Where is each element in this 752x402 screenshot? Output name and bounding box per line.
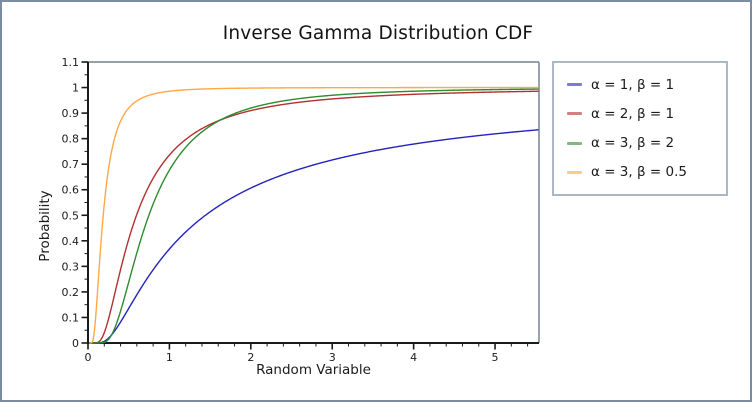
legend-item-series-1: α = 1, β = 1 [567,77,722,93]
y-tick-label: 0.8 [62,133,80,146]
y-tick-label: 0.7 [62,158,80,171]
y-tick-label: 0.2 [62,286,80,299]
series-curve-2 [89,90,539,344]
series-curve-1 [89,129,539,344]
legend-line-swatch-icon [567,141,582,145]
y-tick-label: 0.4 [62,235,80,248]
y-tick-label: 0 [72,337,79,350]
x-tick-label: 4 [410,351,417,364]
legend-item-label: α = 1, β = 1 [591,76,675,93]
y-tick-label: 0.6 [62,184,80,197]
y-tick-label: 0.5 [62,209,80,222]
y-tick-label: 0.9 [62,107,80,120]
y-axis-label: Probability [37,190,53,262]
y-tick-label: 0.3 [62,260,80,273]
x-tick-label: 5 [492,351,499,364]
chart-title: Inverse Gamma Distribution CDF [222,23,534,44]
legend-line-swatch-icon [567,112,582,116]
series-curve-3 [89,88,539,344]
legend-item-label: α = 3, β = 2 [591,135,675,152]
legend-item-series-2: α = 2, β = 1 [567,106,722,122]
x-tick-label: 3 [329,351,336,364]
y-tick-label: 0.1 [62,311,80,324]
x-tick-label: 2 [247,351,254,364]
legend-box: α = 1, β = 1 α = 2, β = 1 α = 3, β = 2 α… [552,61,728,196]
legend-item-label: α = 2, β = 1 [591,105,675,122]
x-tick-label: 1 [166,351,173,364]
legend-line-swatch-icon [567,170,582,174]
legend-item-series-3: α = 3, β = 2 [567,135,722,151]
legend-item-series-4: α = 3, β = 0.5 [567,164,722,180]
x-tick-label: 0 [85,351,92,364]
series-curve-4 [89,86,539,344]
legend-line-swatch-icon [567,83,582,87]
y-tick-label: 1.1 [62,56,80,69]
y-tick-label: 1 [72,82,79,95]
legend-item-label: α = 3, β = 0.5 [591,164,687,181]
x-axis-label: Random Variable [256,362,371,378]
